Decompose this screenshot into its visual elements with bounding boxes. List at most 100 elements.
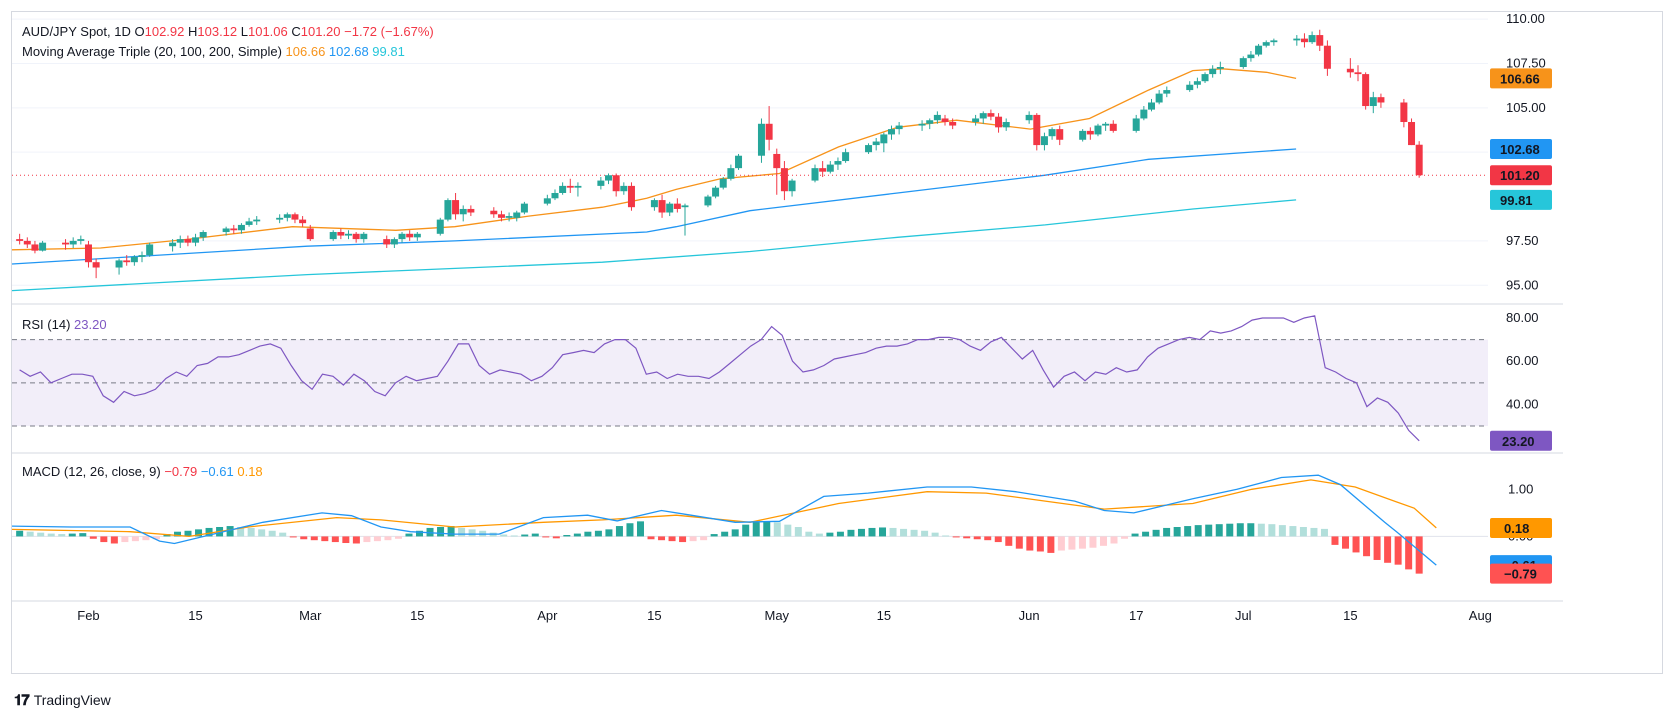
tradingview-brand[interactable]: 𝟏𝟕 TradingView [14, 690, 111, 710]
candle [995, 113, 1003, 133]
macd-histogram-bar [352, 536, 360, 544]
candle [222, 226, 230, 236]
candle-body [566, 185, 574, 188]
chart-frame[interactable] [11, 11, 1663, 674]
time-axis-tick: Jul [1235, 608, 1252, 623]
macd-histogram-bar [1142, 531, 1150, 537]
macd-histogram-bar [363, 536, 371, 543]
macd-histogram-bar [594, 530, 602, 537]
candle-body [283, 214, 291, 218]
candle-body [505, 216, 513, 218]
macd-histogram-bar [710, 534, 718, 537]
candle [344, 230, 352, 240]
price-axis-tick: 95.00 [1506, 277, 1539, 292]
candle [826, 161, 834, 174]
macd-histogram-bar [1215, 524, 1223, 537]
candle [276, 214, 284, 224]
macd-histogram-bar [1289, 526, 1297, 537]
candle [1239, 56, 1247, 69]
macd-histogram-bar [1236, 523, 1244, 537]
candle [253, 216, 261, 225]
candle [115, 258, 123, 275]
candle [1148, 98, 1156, 112]
macd-histogram-bar [731, 529, 739, 537]
candle-body [842, 152, 850, 162]
candle [62, 239, 70, 250]
candle [597, 177, 605, 190]
candle-body [1300, 38, 1308, 43]
candle-body [490, 210, 498, 215]
candle [865, 143, 873, 154]
candle [1048, 127, 1056, 140]
macd-histogram-bar [37, 532, 45, 537]
candle [77, 235, 85, 245]
candle [192, 233, 200, 247]
candle-body [184, 239, 192, 243]
candle [1193, 77, 1201, 89]
candle-body [1201, 74, 1209, 82]
candle [467, 205, 475, 217]
candle-body [995, 116, 1003, 128]
candle-body [949, 122, 957, 126]
candle [1346, 58, 1354, 78]
candle-body [1079, 130, 1087, 140]
macd-histogram-bar [889, 527, 897, 537]
tradingview-logo-icon: 𝟏𝟕 [14, 691, 30, 709]
macd-histogram-bar [563, 535, 571, 537]
candle-body [1163, 90, 1171, 94]
candle [895, 122, 903, 135]
candle-body [176, 239, 184, 243]
candle [1109, 120, 1117, 133]
candle [666, 201, 674, 217]
macd-histogram-bar [1015, 536, 1023, 549]
candle [23, 237, 31, 248]
candle-body [735, 155, 743, 169]
candle-body [819, 168, 827, 172]
macd-histogram-bar [826, 532, 834, 537]
candle [719, 177, 727, 190]
candle-body [39, 242, 47, 251]
candle [459, 205, 467, 222]
candle-body [1400, 102, 1408, 123]
macd-histogram-bar [847, 529, 855, 537]
time-axis-tick: 17 [1129, 608, 1143, 623]
macd-signal-label-text: 0.18 [1504, 521, 1529, 536]
candle [413, 232, 421, 241]
macd-hist-legend-value: −0.79 [164, 464, 201, 479]
macd-histogram-bar [131, 536, 139, 542]
candle-body [1193, 81, 1201, 85]
macd-histogram-bar [1352, 536, 1360, 553]
macd-histogram-bar [437, 527, 445, 537]
macd-line [11, 474, 1437, 566]
candle [559, 182, 567, 195]
candle-body [773, 153, 781, 169]
candle-body [918, 123, 926, 126]
candle-body [650, 200, 658, 208]
candle-body [123, 260, 131, 263]
candle-body [834, 161, 842, 165]
candle-body [436, 219, 444, 234]
candle-body [222, 228, 230, 233]
candle [880, 132, 888, 153]
candle-body [23, 240, 31, 245]
macd-histogram-bar [1057, 536, 1065, 551]
candle [1056, 125, 1064, 146]
candle-body [1209, 68, 1217, 75]
candle [574, 182, 582, 197]
candle [1025, 111, 1033, 124]
candle [933, 111, 941, 124]
candle-body [1377, 97, 1385, 103]
candle [681, 203, 689, 236]
candle-body [979, 113, 987, 119]
candle-body [620, 185, 628, 192]
candle-body [941, 118, 949, 123]
candle-body [972, 118, 980, 123]
macd-histogram-bar [763, 521, 771, 537]
candle [1216, 61, 1224, 75]
macd-histogram-bar [1320, 528, 1328, 537]
macd-histogram-bar [142, 536, 150, 541]
candle-body [77, 239, 85, 241]
candle [1155, 90, 1163, 105]
macd-histogram-bar [910, 529, 918, 537]
